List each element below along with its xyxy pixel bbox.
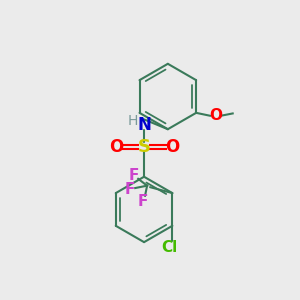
Text: Cl: Cl bbox=[161, 240, 178, 255]
Text: O: O bbox=[109, 138, 123, 156]
Text: F: F bbox=[125, 182, 135, 197]
Text: O: O bbox=[165, 138, 179, 156]
Text: H: H bbox=[128, 114, 138, 128]
Text: S: S bbox=[138, 138, 151, 156]
Text: O: O bbox=[209, 108, 222, 123]
Text: N: N bbox=[137, 116, 151, 134]
Text: F: F bbox=[137, 194, 148, 208]
Text: F: F bbox=[128, 168, 139, 183]
